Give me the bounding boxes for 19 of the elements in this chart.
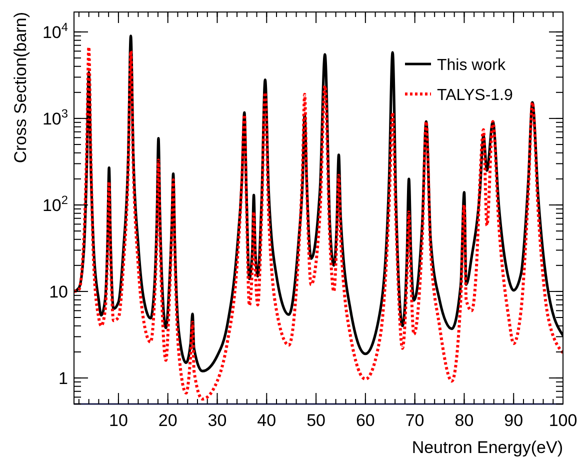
x-tick-label: 10 <box>108 411 128 430</box>
y-axis-title: Cross Section(barn) <box>11 12 30 164</box>
x-axis-title: Neutron Energy(eV) <box>412 438 563 457</box>
x-tick-label: 20 <box>158 411 178 430</box>
x-tick-label: 50 <box>306 411 326 430</box>
y-tick-label: 10 <box>49 282 68 302</box>
x-tick-label: 40 <box>257 411 276 430</box>
legend-label: TALYS-1.9 <box>437 87 513 104</box>
y-tick-label: 10$^{3}$ <box>42 106 68 128</box>
x-tick-label: 90 <box>504 411 524 430</box>
x-tick-label: 70 <box>405 411 424 430</box>
x-tick-label: 60 <box>356 411 375 430</box>
y-tick-label: 1 <box>58 368 68 388</box>
x-tick-label: 100 <box>548 411 578 430</box>
legend-label: This work <box>437 57 506 74</box>
y-tick-label: 10$^{4}$ <box>42 20 68 42</box>
x-tick-label: 80 <box>454 411 474 430</box>
x-tick-label: 30 <box>208 411 227 430</box>
y-tick-label: 10$^{2}$ <box>42 192 68 215</box>
